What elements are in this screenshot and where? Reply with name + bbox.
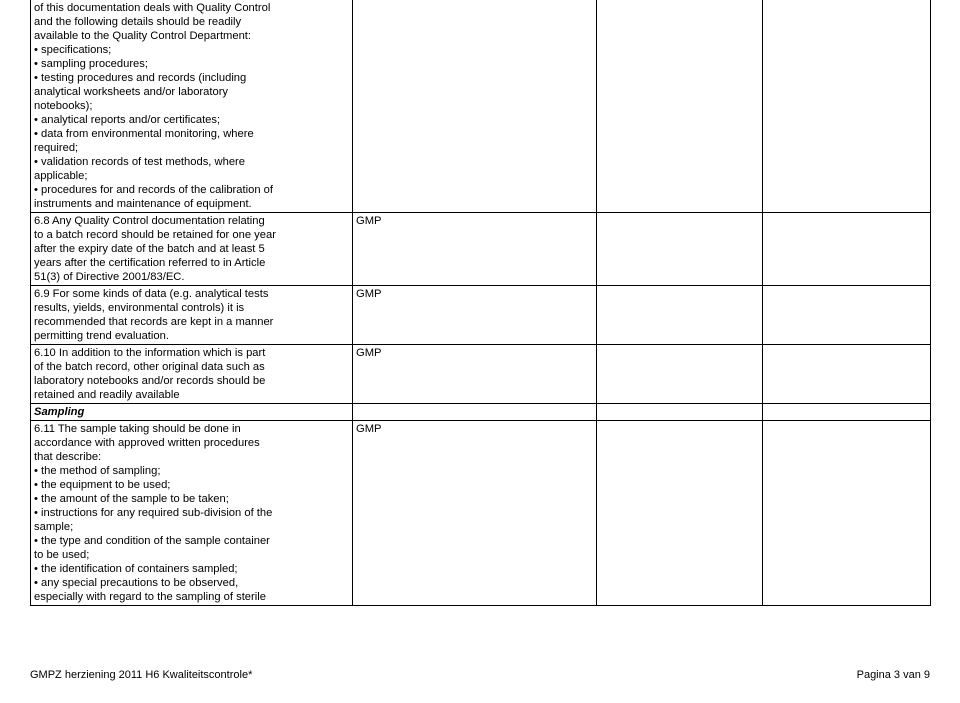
table-row: 6.9 For some kinds of data (e.g. analyti… bbox=[31, 286, 931, 345]
document-page: of this documentation deals with Quality… bbox=[0, 0, 960, 703]
cell-line: • instructions for any required sub-divi… bbox=[34, 507, 272, 519]
page-footer: GMPZ herziening 2011 H6 Kwaliteitscontro… bbox=[30, 669, 930, 681]
cell-c3 bbox=[597, 345, 763, 404]
cell-description: 6.9 For some kinds of data (e.g. analyti… bbox=[31, 286, 353, 345]
cell-c4 bbox=[763, 286, 931, 345]
cell-line: • sampling procedures; bbox=[34, 58, 148, 70]
cell-c4 bbox=[763, 421, 931, 606]
cell-line: • the identification of containers sampl… bbox=[34, 563, 238, 575]
cell-category bbox=[353, 0, 597, 213]
cell-line: 6.9 For some kinds of data (e.g. analyti… bbox=[34, 288, 268, 300]
cell-line: recommended that records are kept in a m… bbox=[34, 316, 273, 328]
cell-line: Sampling bbox=[34, 406, 84, 418]
table-row: 6.10 In addition to the information whic… bbox=[31, 345, 931, 404]
cell-description: 6.11 The sample taking should be done in… bbox=[31, 421, 353, 606]
cell-line: • testing procedures and records (includ… bbox=[34, 72, 246, 84]
cell-line: 6.11 The sample taking should be done in bbox=[34, 423, 241, 435]
cell-line: • the amount of the sample to be taken; bbox=[34, 493, 229, 505]
cell-line: applicable; bbox=[34, 170, 88, 182]
cell-line: • the equipment to be used; bbox=[34, 479, 170, 491]
cell-category: GMP bbox=[353, 421, 597, 606]
cell-line: of the batch record, other original data… bbox=[34, 361, 265, 373]
cell-line: • data from environmental monitoring, wh… bbox=[34, 128, 254, 140]
cell-line: notebooks); bbox=[34, 100, 92, 112]
cell-category: GMP bbox=[353, 345, 597, 404]
cell-c3 bbox=[597, 286, 763, 345]
cell-c4 bbox=[763, 213, 931, 286]
cell-line: 6.10 In addition to the information whic… bbox=[34, 347, 265, 359]
cell-line: results, yields, environmental controls)… bbox=[34, 302, 244, 314]
cell-line: instruments and maintenance of equipment… bbox=[34, 198, 252, 210]
cell-c4 bbox=[763, 345, 931, 404]
table-row: 6.11 The sample taking should be done in… bbox=[31, 421, 931, 606]
qc-table: of this documentation deals with Quality… bbox=[30, 0, 931, 606]
cell-line: • specifications; bbox=[34, 44, 111, 56]
cell-line: available to the Quality Control Departm… bbox=[34, 30, 251, 42]
cell-c3 bbox=[597, 404, 763, 421]
cell-c4 bbox=[763, 404, 931, 421]
cell-category: GMP bbox=[353, 286, 597, 345]
cell-line: that describe: bbox=[34, 451, 101, 463]
cell-category bbox=[353, 404, 597, 421]
cell-c3 bbox=[597, 421, 763, 606]
cell-line: • analytical reports and/or certificates… bbox=[34, 114, 220, 126]
cell-description: 6.10 In addition to the information whic… bbox=[31, 345, 353, 404]
cell-description: Sampling bbox=[31, 404, 353, 421]
cell-line: retained and readily available bbox=[34, 389, 180, 401]
cell-c3 bbox=[597, 213, 763, 286]
cell-line: • the type and condition of the sample c… bbox=[34, 535, 270, 547]
cell-c4 bbox=[763, 0, 931, 213]
cell-line: of this documentation deals with Quality… bbox=[34, 2, 270, 14]
cell-line: 6.8 Any Quality Control documentation re… bbox=[34, 215, 265, 227]
cell-line: • procedures for and records of the cali… bbox=[34, 184, 273, 196]
cell-line: accordance with approved written procedu… bbox=[34, 437, 260, 449]
cell-description: of this documentation deals with Quality… bbox=[31, 0, 353, 213]
cell-line: especially with regard to the sampling o… bbox=[34, 591, 266, 603]
cell-line: • any special precautions to be observed… bbox=[34, 577, 238, 589]
cell-line: analytical worksheets and/or laboratory bbox=[34, 86, 228, 98]
cell-line: permitting trend evaluation. bbox=[34, 330, 169, 342]
cell-description: 6.8 Any Quality Control documentation re… bbox=[31, 213, 353, 286]
table-row: 6.8 Any Quality Control documentation re… bbox=[31, 213, 931, 286]
cell-line: to be used; bbox=[34, 549, 89, 561]
footer-left: GMPZ herziening 2011 H6 Kwaliteitscontro… bbox=[30, 669, 252, 681]
cell-line: • validation records of test methods, wh… bbox=[34, 156, 245, 168]
cell-line: • the method of sampling; bbox=[34, 465, 160, 477]
cell-line: to a batch record should be retained for… bbox=[34, 229, 276, 241]
cell-line: after the expiry date of the batch and a… bbox=[34, 243, 265, 255]
table-row: of this documentation deals with Quality… bbox=[31, 0, 931, 213]
cell-line: required; bbox=[34, 142, 78, 154]
cell-category: GMP bbox=[353, 213, 597, 286]
cell-c3 bbox=[597, 0, 763, 213]
table-row: Sampling bbox=[31, 404, 931, 421]
cell-line: 51(3) of Directive 2001/83/EC. bbox=[34, 271, 185, 283]
cell-line: laboratory notebooks and/or records shou… bbox=[34, 375, 265, 387]
cell-line: years after the certification referred t… bbox=[34, 257, 265, 269]
footer-right: Pagina 3 van 9 bbox=[857, 669, 930, 681]
cell-line: and the following details should be read… bbox=[34, 16, 241, 28]
cell-line: sample; bbox=[34, 521, 73, 533]
